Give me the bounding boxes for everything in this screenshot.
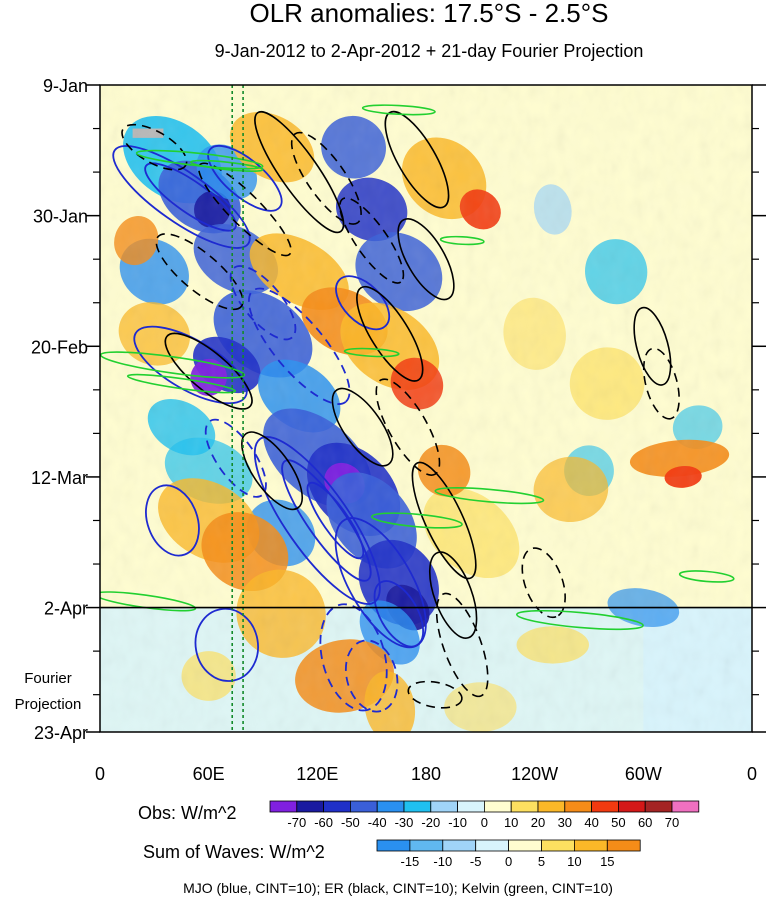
legend-caption: MJO (blue, CINT=10); ER (black, CINT=10)… [183,880,613,896]
y-tick-label: 2-Apr [44,599,88,619]
colorbar-swatch [476,840,509,851]
colorbar-tick-label: -20 [421,815,440,830]
y-tick-label: 30-Jan [33,207,88,227]
colorbar-swatch [458,801,485,812]
projection-label-line1: Fourier [24,670,72,687]
colorbar-swatch [350,801,377,812]
colorbar-swatch [565,801,592,812]
colorbar-swatch [592,801,619,812]
colorbar-swatch [672,801,699,812]
chart-subtitle: 9-Jan-2012 to 2-Apr-2012 + 21-day Fourie… [215,41,644,61]
colorbar-tick-label: 15 [600,854,614,869]
colorbar-swatch [645,801,672,812]
colorbar-swatch [377,840,410,851]
x-tick-label: 120W [511,764,558,784]
colorbar-swatch [443,840,476,851]
colorbar-swatch [538,801,565,812]
colorbar-tick-label: -50 [341,815,360,830]
colorbar-swatch [270,801,297,812]
colorbar-tick-label: 10 [567,854,581,869]
colorbar-swatch [431,801,458,812]
colorbar-swatch [297,801,324,812]
y-tick-label: 9-Jan [43,76,88,96]
colorbar-tick-label: -10 [448,815,467,830]
colorbar-tick-label: 10 [504,815,518,830]
colorbar-tick-label: -10 [433,854,452,869]
x-tick-label: 60E [193,764,225,784]
colorbar-tick-label: 40 [584,815,598,830]
colorbar-swatch [404,801,431,812]
colorbar-swatch [618,801,645,812]
colorbar-swatch [574,840,607,851]
colorbar-swatch [484,801,511,812]
colorbar-tick-label: 60 [638,815,652,830]
colorbar-tick-label: -15 [401,854,420,869]
colorbar-tick-label: 50 [611,815,625,830]
y-tick-label: 12-Mar [31,468,88,488]
olr-hovmoller-figure: OLR anomalies: 17.5°S - 2.5°S 9-Jan-2012… [0,0,770,899]
x-tick-label: 0 [747,764,757,784]
x-tick-label: 60W [625,764,662,784]
projection-label-line2: Projection [15,696,82,713]
y-tick-label: 23-Apr [34,723,88,743]
colorbar-tick-label: 0 [481,815,488,830]
colorbar-tick-label: -30 [395,815,414,830]
colorbar-tick-label: 0 [505,854,512,869]
obs-colorbar: -70 -60 -50 -40 -30 -20 -10 0 10 20 30 40 50 60 70 [270,801,699,830]
colorbar-tick-label: -40 [368,815,387,830]
colorbar-tick-label: 20 [531,815,545,830]
x-tick-label: 0 [95,764,105,784]
waves-colorbar: -15 -10 -5 0 5 10 15 [377,840,640,869]
colorbar-tick-label: -70 [287,815,306,830]
colorbar-tick-label: 70 [665,815,679,830]
colorbar-swatch [377,801,404,812]
colorbar-swatch [607,840,640,851]
chart-title: OLR anomalies: 17.5°S - 2.5°S [250,0,609,28]
x-tick-label: 180 [411,764,441,784]
colorbar-swatch [542,840,575,851]
colorbar-tick-label: 30 [558,815,572,830]
y-tick-label: 20-Feb [31,337,88,357]
obs-colorbar-label: Obs: W/m^2 [138,803,236,823]
x-tick-label: 120E [296,764,338,784]
colorbar-swatch [410,840,443,851]
colorbar-tick-label: -60 [314,815,333,830]
colorbar-swatch [324,801,351,812]
colorbar-swatch [511,801,538,812]
plot-area [94,85,752,747]
colorbar-tick-label: -5 [470,854,482,869]
colorbar-swatch [509,840,542,851]
waves-colorbar-label: Sum of Waves: W/m^2 [143,842,325,862]
colorbar-tick-label: 5 [538,854,545,869]
